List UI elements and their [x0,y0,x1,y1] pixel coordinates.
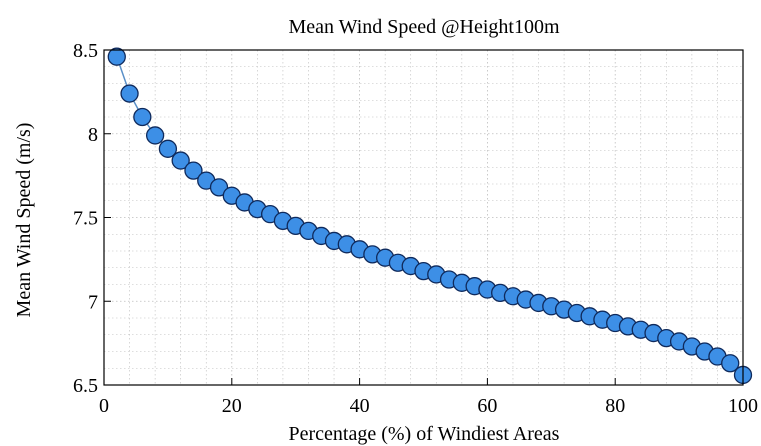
x-tick-label: 0 [99,395,109,417]
data-point [158,139,178,158]
y-tick-label: 8.5 [73,40,98,62]
x-tick-label: 40 [350,395,370,417]
y-tick-label: 8 [88,124,98,146]
data-point [184,161,203,180]
chart-title: Mean Wind Speed @Height100m [288,16,560,38]
y-tick-label: 7.5 [73,208,98,230]
x-tick-label: 20 [222,395,242,417]
y-axis-label: Mean Wind Speed (m/s) [13,123,35,318]
grid [104,50,743,385]
data-points [107,47,753,385]
x-tick-label: 80 [605,395,625,417]
data-point [133,107,152,127]
data-point [120,84,139,103]
x-axis-label: Percentage (%) of Windiest Areas [289,423,560,445]
y-tick-label: 6.5 [73,375,98,397]
data-point [171,151,190,170]
data-point [209,178,229,197]
x-tick-label: 60 [477,395,497,417]
data-point [107,47,126,66]
data-point [721,354,740,373]
x-tick-label: 100 [728,395,758,417]
data-point [145,126,165,145]
y-tick-label: 7 [88,291,98,313]
axis-ticks: 0 20 40 60 80 100 6.5 7 7.5 8 8.5 [73,40,758,417]
